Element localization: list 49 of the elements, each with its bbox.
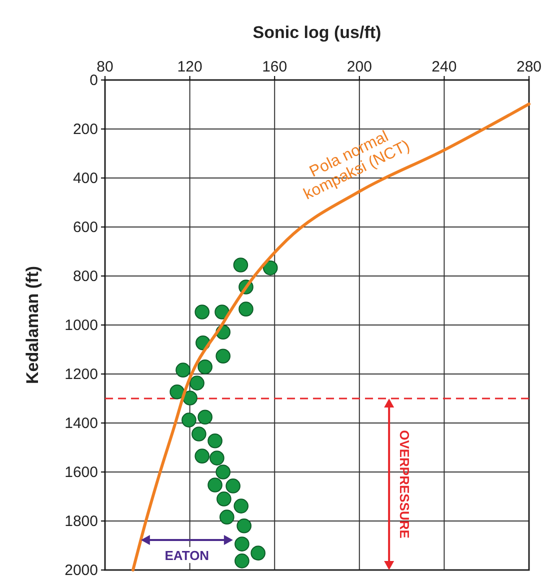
point	[250, 546, 266, 560]
point	[182, 412, 196, 428]
point	[216, 492, 232, 506]
point	[194, 448, 210, 464]
x-tick-label: 240	[432, 58, 457, 76]
x-tick-label: 120	[177, 58, 202, 76]
point	[198, 410, 212, 425]
y-tick-label: 1600	[64, 464, 98, 481]
point	[198, 360, 212, 374]
line-series	[131, 102, 530, 572]
x-tick-label: 80	[96, 58, 114, 76]
point	[208, 433, 222, 448]
x-tick-label: 160	[262, 58, 288, 76]
annotation: OVERPRESSURE	[397, 430, 412, 539]
annotation: EATON	[164, 548, 210, 563]
y-tick-label: 1000	[64, 316, 98, 334]
point	[262, 260, 278, 276]
point	[182, 390, 198, 406]
point	[236, 518, 252, 534]
y-tick-label: 2000	[64, 562, 98, 579]
point	[208, 478, 222, 492]
point	[216, 348, 230, 364]
y-tick-label: 800	[72, 268, 98, 285]
point	[219, 510, 234, 524]
y-tick-label: 600	[72, 218, 98, 236]
point	[234, 554, 250, 568]
point	[238, 302, 254, 316]
y-tick-label: 0	[90, 72, 98, 89]
point	[214, 304, 230, 320]
y-axis-title: Kedalaman (ft)	[23, 266, 42, 384]
point	[234, 536, 250, 552]
point	[226, 478, 240, 494]
y-tick-label: 400	[72, 170, 98, 187]
point	[234, 498, 249, 514]
point	[216, 464, 230, 480]
y-tick-label: 200	[72, 120, 98, 138]
x-tick-label: 280	[516, 58, 542, 76]
point	[233, 258, 248, 272]
y-tick-label: 1400	[64, 414, 98, 432]
y-tick-label: 1200	[64, 366, 98, 383]
x-tick-label: 200	[346, 58, 372, 76]
x-axis-title: Sonic log (us/ft)	[252, 23, 382, 42]
point	[192, 426, 206, 442]
point	[176, 362, 190, 378]
point	[190, 376, 204, 390]
point	[210, 450, 224, 466]
point	[170, 384, 184, 400]
y-tick-label: 1800	[64, 512, 98, 530]
point	[194, 304, 210, 320]
